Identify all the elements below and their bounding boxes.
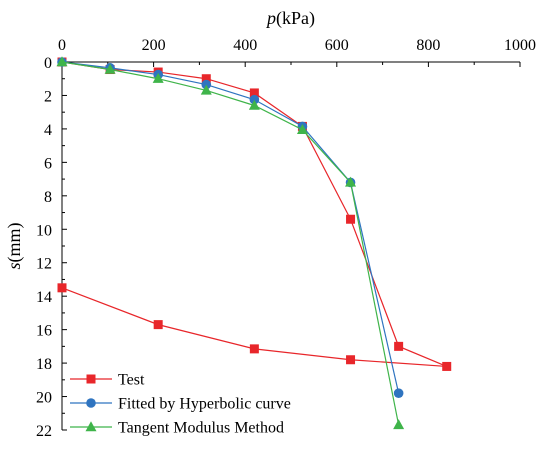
data-point bbox=[201, 74, 211, 84]
y-tick-label: 0 bbox=[44, 55, 52, 72]
legend-item: Test bbox=[70, 372, 145, 389]
data-point bbox=[104, 63, 116, 74]
plot-area: 0 200 400 600 800 1000 0 2 4 6 8 10 12 14 16 18 20 22 bbox=[36, 37, 536, 440]
data-point bbox=[393, 388, 404, 399]
x-axis-var: p bbox=[265, 8, 276, 28]
x-tick-label: 200 bbox=[142, 37, 166, 54]
y-tick-label: 16 bbox=[36, 323, 52, 340]
y-tick-label: 6 bbox=[44, 155, 52, 172]
y-tick-label: 8 bbox=[44, 189, 52, 206]
legend-swatch-marker bbox=[86, 374, 96, 384]
y-tick-label: 12 bbox=[36, 256, 52, 273]
data-point bbox=[394, 341, 404, 351]
legend-item: Tangent Modulus Method bbox=[70, 420, 284, 437]
y-tick-label: 22 bbox=[36, 423, 52, 440]
x-ticks: 0 200 400 600 800 1000 bbox=[58, 37, 536, 67]
data-point bbox=[249, 88, 259, 98]
series-line bbox=[61, 61, 400, 394]
data-point bbox=[57, 283, 67, 293]
data-point bbox=[345, 176, 357, 187]
data-point bbox=[200, 84, 212, 95]
y-tick-label: 20 bbox=[36, 390, 52, 407]
y-tick-label: 10 bbox=[36, 222, 52, 239]
y-axis-var: s bbox=[4, 262, 24, 269]
data-point bbox=[296, 123, 308, 134]
x-tick-label: 800 bbox=[416, 37, 440, 54]
legend-swatch-marker bbox=[86, 398, 96, 408]
data-point bbox=[346, 214, 356, 224]
y-tick-label: 4 bbox=[44, 122, 52, 139]
legend-item: Fitted by Hyperbolic curve bbox=[70, 396, 291, 413]
y-ticks: 0 2 4 6 8 10 12 14 16 18 20 22 bbox=[36, 55, 67, 440]
y-axis-unit: (mm) bbox=[4, 222, 25, 262]
data-point bbox=[249, 94, 260, 105]
x-tick-label: 400 bbox=[233, 37, 257, 54]
data-point bbox=[393, 419, 405, 430]
legend-label: Tangent Modulus Method bbox=[118, 420, 284, 437]
x-axis-unit: (kPa) bbox=[276, 8, 315, 29]
data-point bbox=[201, 79, 212, 90]
legend-swatch-marker bbox=[85, 421, 97, 432]
y-tick-label: 14 bbox=[36, 289, 52, 306]
series-line bbox=[61, 61, 400, 426]
series-triangle bbox=[56, 56, 405, 430]
legend: Test Fitted by Hyperbolic curve Tangent Mo… bbox=[70, 372, 291, 437]
legend-label: Fitted by Hyperbolic curve bbox=[118, 396, 291, 413]
series-circle bbox=[57, 57, 404, 399]
x-tick-label: 1000 bbox=[504, 37, 536, 54]
data-point bbox=[152, 72, 164, 83]
data-point bbox=[153, 320, 163, 330]
data-point bbox=[248, 99, 260, 110]
x-tick-label: 600 bbox=[325, 37, 349, 54]
y-axis-title: s(mm) bbox=[4, 222, 25, 269]
data-point bbox=[346, 355, 356, 365]
data-point bbox=[56, 56, 68, 67]
x-axis-title: p(kPa) bbox=[265, 8, 315, 29]
series-layer bbox=[56, 56, 452, 430]
data-point bbox=[249, 344, 259, 354]
x-tick-label: 0 bbox=[58, 37, 66, 54]
legend-label: Test bbox=[118, 372, 145, 389]
y-tick-label: 2 bbox=[44, 88, 52, 105]
y-tick-label: 18 bbox=[36, 356, 52, 373]
data-point bbox=[442, 361, 452, 371]
